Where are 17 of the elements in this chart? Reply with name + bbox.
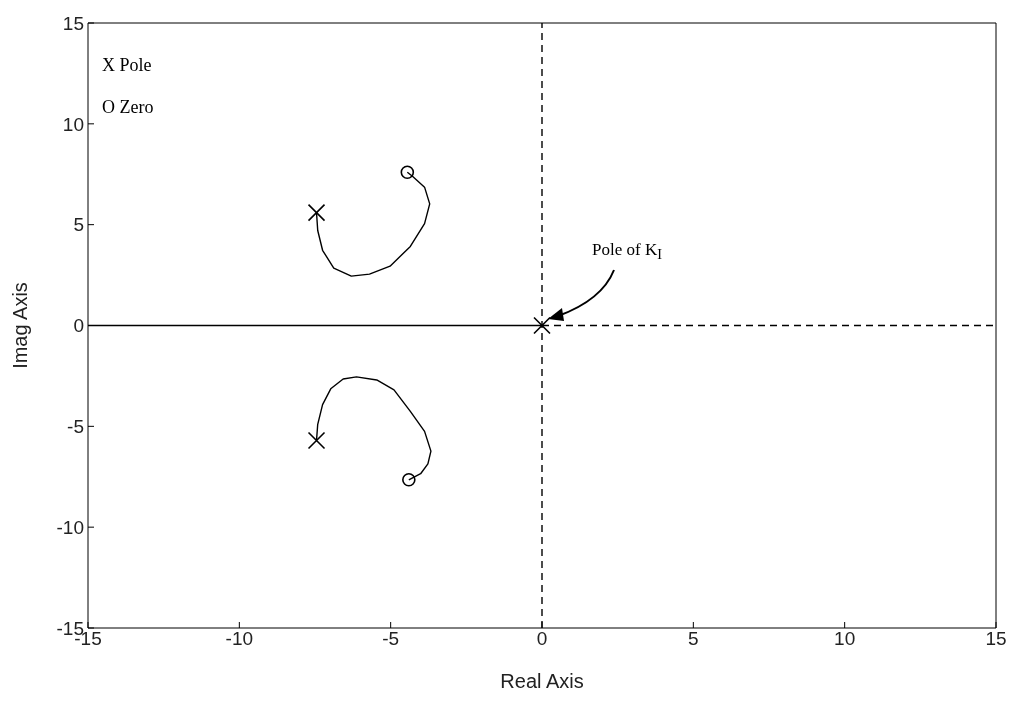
y-tick-label: -10 [56, 516, 84, 538]
y-tick-label: 10 [62, 113, 84, 135]
y-tick-label: 5 [73, 214, 84, 236]
x-tick-label: 15 [985, 628, 1007, 650]
x-tick-label: -10 [225, 628, 254, 650]
y-tick-label: -5 [67, 416, 84, 438]
annotation: X Pole [102, 54, 153, 77]
y-tick-label: 0 [73, 315, 84, 337]
annotation: O Zero [102, 96, 154, 119]
y-axis-title: Imag Axis [9, 282, 32, 369]
x-tick-label: 10 [834, 628, 856, 650]
y-tick-label: 15 [62, 12, 84, 34]
x-axis-title: Real Axis [500, 670, 584, 692]
x-tick-label: 0 [536, 628, 548, 650]
annotation: Pole of K$_{I}$ [592, 240, 662, 264]
x-tick-label: 5 [688, 628, 699, 650]
x-tick-label: -5 [382, 628, 400, 650]
